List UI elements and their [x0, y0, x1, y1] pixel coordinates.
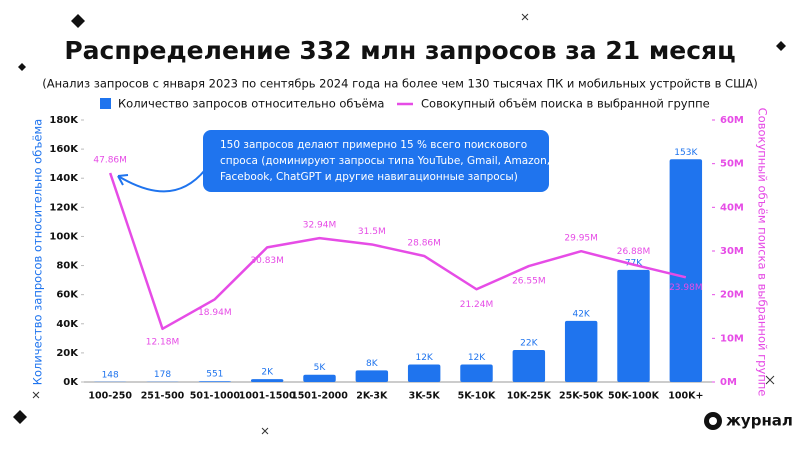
y2-tick-label: 10M	[720, 333, 744, 344]
decoration	[71, 14, 85, 28]
bar	[303, 374, 336, 382]
y2-tick-label: 40M	[720, 202, 744, 213]
annotation-text: 150 запросов делают примерно 15 % всего …	[220, 139, 527, 151]
x-tick-label: 50K-100K	[608, 391, 660, 402]
bar-value-label: 2K	[261, 368, 274, 378]
y-tick-label: 100K	[49, 231, 79, 242]
y-tick-label: 180K	[49, 115, 79, 126]
bar	[512, 349, 546, 382]
bar-value-label: 77K	[625, 258, 643, 268]
line-value-label: 32.94M	[303, 221, 337, 231]
x-tick-label: 25K-50K	[559, 391, 604, 402]
bar	[407, 364, 441, 382]
y2-tick-label: 0M	[720, 377, 737, 388]
y2-tick-label: 60M	[720, 115, 744, 126]
y2-axis-title: Совокупный объём поиска в выбранной груп…	[756, 108, 770, 397]
x-tick-label: 1001-1500	[239, 391, 296, 402]
bar	[564, 320, 598, 382]
x-tick-label: 5K-10K	[458, 391, 496, 402]
logo: журнал	[726, 412, 793, 430]
y-tick-label: 40K	[56, 319, 79, 330]
y-tick-label: 80K	[56, 261, 79, 272]
y-axis-title: Количество запросов относительно объёма	[31, 119, 45, 385]
bar-value-label: 8K	[366, 359, 379, 369]
bar-value-label: 22K	[520, 338, 538, 348]
x-tick-label: 3K-5K	[409, 391, 441, 402]
y-tick-label: 0K	[63, 377, 79, 388]
bar-value-label: 551	[206, 370, 223, 380]
line-value-label: 23.98M	[669, 283, 703, 293]
y-tick-label: 20K	[56, 348, 79, 359]
decoration	[32, 13, 775, 435]
bar-value-label: 178	[154, 370, 171, 380]
x-tick-label: 100-250	[88, 391, 132, 402]
decoration	[776, 41, 786, 51]
line-value-label: 12.18M	[146, 337, 180, 347]
chart-title: Распределение 332 млн запросов за 21 мес…	[64, 36, 735, 65]
bar-value-label: 12K	[415, 353, 433, 363]
bar	[355, 370, 389, 382]
y2-tick-label: 20M	[720, 290, 744, 301]
x-tick-label: 501-1000	[190, 391, 241, 402]
line-value-label: 47.86M	[93, 156, 127, 166]
y2-tick-label: 30M	[720, 246, 744, 257]
bar-value-label: 5K	[314, 363, 327, 373]
x-tick-label: 10K-25K	[507, 391, 552, 402]
bar-value-label: 153K	[674, 148, 698, 158]
logo-icon	[709, 417, 717, 425]
decoration	[13, 410, 27, 424]
y-tick-label: 140K	[49, 173, 79, 184]
bar	[617, 269, 650, 382]
x-tick-label: 1501-2000	[291, 391, 348, 402]
y-tick-label: 120K	[49, 202, 79, 213]
annotation-text: Facebook, ChatGPT и другие навигационные…	[220, 171, 518, 183]
bar-value-label: 12K	[468, 353, 486, 363]
line-value-label: 18.94M	[198, 308, 232, 318]
bar-value-label: 42K	[572, 309, 590, 319]
line	[108, 172, 687, 331]
line-value-label: 29.95M	[564, 234, 598, 244]
chart-subtitle: (Анализ запросов с января 2023 по сентяб…	[42, 77, 757, 91]
bar	[250, 379, 284, 382]
line-value-label: 26.88M	[617, 247, 651, 257]
annotation-arrow	[117, 174, 129, 186]
annotation-arrow	[117, 169, 206, 193]
annotation-text: спроса (доминируют запросы типа YouTube,…	[220, 155, 550, 167]
x-tick-label: 2K-3K	[356, 391, 388, 402]
bar	[198, 381, 232, 382]
legend-label: Совокупный объём поиска в выбранной груп…	[421, 97, 710, 111]
line-value-label: 26.55M	[512, 277, 546, 287]
legend-swatch	[100, 98, 111, 109]
y-tick-label: 160K	[49, 144, 79, 155]
y-tick-label: 60K	[56, 290, 79, 301]
legend-label: Количество запросов относительно объёма	[118, 97, 384, 111]
x-tick-label: 251-500	[141, 391, 185, 402]
decoration	[18, 63, 26, 71]
line-value-label: 28.86M	[407, 238, 441, 248]
line-value-label: 21.24M	[460, 300, 494, 310]
y2-tick-label: 50M	[720, 159, 744, 170]
line-value-label: 30.83M	[250, 256, 284, 266]
annotation-box	[203, 130, 549, 192]
bar	[669, 159, 703, 382]
line-value-label: 31.5M	[358, 227, 386, 237]
bar-value-label: 148	[102, 370, 119, 380]
bar	[460, 364, 493, 382]
x-tick-label: 100K+	[668, 391, 703, 402]
